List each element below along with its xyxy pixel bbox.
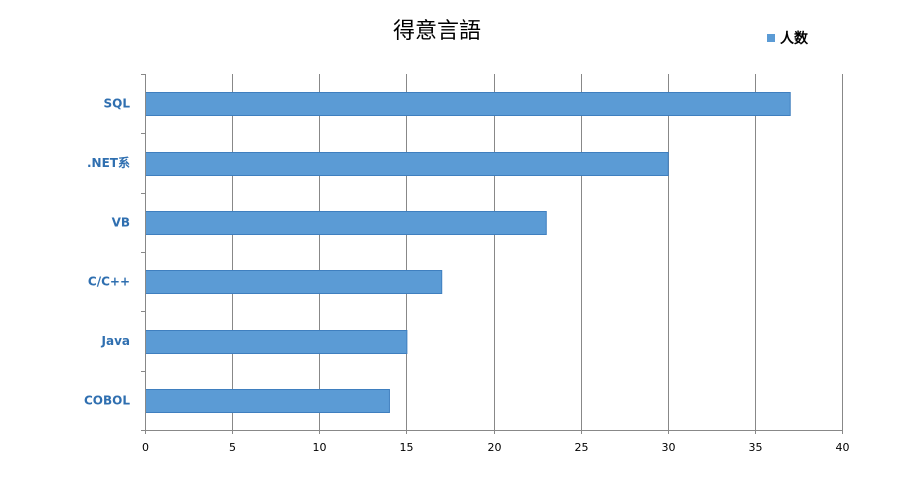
- x-tick-label: 0: [142, 441, 149, 454]
- x-tick-label: 25: [575, 441, 589, 454]
- category-label: C/C++: [88, 275, 130, 289]
- legend: 人数: [767, 30, 809, 47]
- x-tick-label: 40: [836, 441, 850, 454]
- category-label: COBOL: [84, 393, 130, 407]
- legend-label: 人数: [780, 30, 809, 47]
- gridlines: [145, 74, 843, 434]
- category-label: .NET系: [87, 155, 130, 170]
- x-tick-label: 10: [313, 441, 327, 454]
- bars: [145, 92, 791, 413]
- category-label: VB: [112, 215, 130, 229]
- legend-swatch: [767, 34, 775, 42]
- chart-title: 得意言語: [393, 19, 481, 44]
- bar: [145, 152, 669, 176]
- bar: [145, 330, 408, 354]
- x-tick-label: 20: [488, 441, 502, 454]
- x-tick-label: 5: [229, 441, 236, 454]
- x-tick-label: 35: [749, 441, 763, 454]
- bar: [145, 270, 443, 294]
- axes: [141, 74, 842, 431]
- category-label: SQL: [104, 97, 131, 111]
- labels: 0 5 10 15 20 25 30 35 40 SQL .NET系 VB C/C++ Java COBOL: [84, 97, 850, 454]
- x-tick-label: 15: [400, 441, 414, 454]
- x-tick-label: 30: [662, 441, 676, 454]
- bar: [145, 211, 547, 235]
- bar: [145, 389, 390, 413]
- category-label: Java: [101, 334, 130, 348]
- bar: [145, 92, 791, 116]
